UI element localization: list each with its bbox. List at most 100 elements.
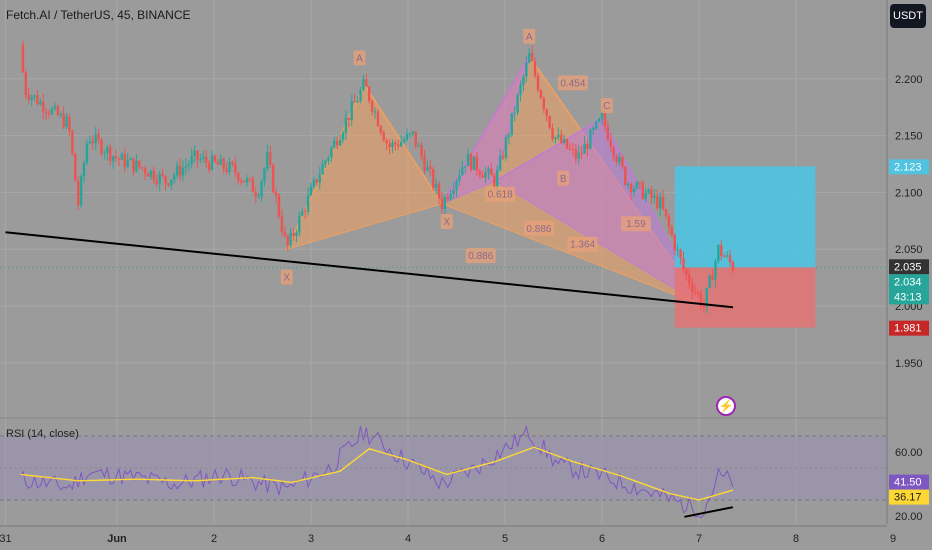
price-tick-label: 1.950 — [895, 358, 923, 370]
candle-body — [245, 178, 249, 183]
candle-body — [388, 143, 391, 148]
candle-body — [129, 158, 132, 160]
candle-body — [484, 172, 487, 178]
candle-body — [120, 153, 124, 160]
candle-body — [335, 140, 339, 146]
price-tick-label: 2.100 — [895, 187, 923, 199]
candle-body — [688, 274, 691, 284]
candle-body — [414, 131, 417, 146]
candle-body — [437, 183, 441, 199]
rsi-ma-value-label: 36.17 — [894, 492, 922, 504]
candle-body — [580, 152, 583, 154]
pattern-label: 0.454 — [560, 78, 585, 89]
candle-body — [606, 126, 610, 141]
candle-body — [324, 160, 327, 165]
pattern-label: 1.59 — [626, 219, 646, 230]
candle-body — [216, 161, 220, 165]
candle-body — [562, 139, 566, 143]
candle-body — [542, 98, 545, 110]
candle-body — [536, 75, 540, 91]
candle-body — [91, 141, 94, 144]
candle-body — [353, 101, 356, 103]
pattern-label: 0.886 — [526, 224, 551, 235]
candle-body — [292, 232, 295, 236]
candle-body — [155, 180, 158, 184]
candle-body — [149, 170, 153, 177]
candle-body — [664, 209, 668, 217]
candle-body — [405, 133, 409, 140]
rsi-ma-line — [19, 446, 734, 501]
candle-body — [624, 166, 627, 185]
candle-body — [271, 164, 275, 193]
candle-body — [539, 90, 543, 99]
candle-body — [609, 140, 612, 147]
candle-body — [24, 72, 28, 96]
price-marker-box — [889, 320, 929, 336]
candle-body — [152, 170, 156, 181]
time-tick-label: 6 — [599, 533, 605, 545]
candle-body — [295, 232, 298, 236]
candle-body — [167, 183, 170, 186]
candle-body — [350, 101, 353, 121]
candle-body — [714, 261, 717, 280]
candle-body — [472, 156, 476, 170]
candle-body — [123, 153, 126, 167]
candle-body — [260, 181, 263, 197]
candle-body — [368, 86, 371, 102]
rsi-tick-label: 60.00 — [895, 447, 923, 459]
time-tick-label: 9 — [890, 533, 896, 545]
candle-body — [673, 235, 676, 251]
candle-body — [254, 192, 257, 197]
lightning-icon[interactable]: ⚡ — [716, 396, 736, 416]
candle-body — [400, 141, 403, 147]
candle-body — [600, 113, 604, 119]
candle-body — [77, 180, 80, 206]
candle-body — [266, 152, 269, 169]
symbol-title[interactable]: Fetch.AI / TetherUS, 45, BINANCE — [6, 8, 191, 22]
rsi-value-box — [889, 474, 929, 490]
candle-body — [612, 146, 615, 157]
price-marker-box — [889, 259, 929, 275]
pattern-label: B — [560, 174, 567, 185]
candle-body — [193, 150, 196, 157]
candle-body — [237, 172, 240, 181]
candle-body — [213, 155, 217, 162]
rsi-title[interactable]: RSI (14, close) — [6, 428, 79, 440]
candle-body — [705, 287, 708, 307]
candle-body — [44, 111, 48, 113]
long-position-tool[interactable] — [674, 166, 816, 328]
currency-button[interactable]: USDT — [890, 4, 926, 28]
pattern-label: X — [443, 217, 450, 228]
candle-body — [47, 112, 51, 115]
stop-zone — [674, 267, 816, 328]
candle-body — [158, 173, 161, 184]
candle-body — [373, 111, 377, 113]
rsi-background — [0, 435, 887, 501]
candle-body — [356, 100, 359, 103]
rsi-band — [0, 436, 887, 500]
candle-body — [341, 132, 345, 140]
rsi-ma-value-box — [889, 489, 929, 505]
candle-body — [446, 196, 449, 200]
candle-body — [644, 192, 647, 199]
rsi-value-label: 41.50 — [894, 477, 922, 489]
candle-body — [202, 156, 205, 160]
candle-body — [702, 306, 706, 308]
candle-body — [557, 134, 560, 138]
candle-body — [449, 193, 452, 200]
candle-body — [379, 126, 383, 133]
candle-body — [621, 157, 624, 167]
candle-body — [251, 178, 254, 193]
rsi-tick-label: 20.00 — [895, 511, 923, 523]
candle-body — [347, 117, 351, 121]
pattern-labels: X A X A 0.454 C B 0.618 0.886 1.59 1.364 0.886 — [280, 28, 651, 285]
candle-body — [490, 168, 493, 176]
candle-body — [475, 156, 479, 172]
candle-body — [641, 182, 644, 199]
candle-body — [298, 215, 301, 233]
candle-body — [59, 113, 62, 116]
price-marker-label: 2.035 — [894, 261, 922, 273]
candle-body — [394, 142, 397, 145]
candle-body — [533, 61, 537, 76]
